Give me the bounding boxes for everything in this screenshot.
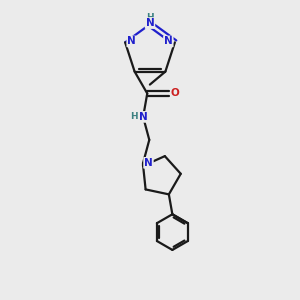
Text: H: H [130,112,137,122]
Text: H: H [146,13,154,22]
Text: N: N [127,37,136,46]
Text: N: N [164,37,173,46]
Text: N: N [146,18,154,28]
Text: O: O [171,88,180,98]
Text: N: N [144,158,153,168]
Text: N: N [139,112,148,122]
